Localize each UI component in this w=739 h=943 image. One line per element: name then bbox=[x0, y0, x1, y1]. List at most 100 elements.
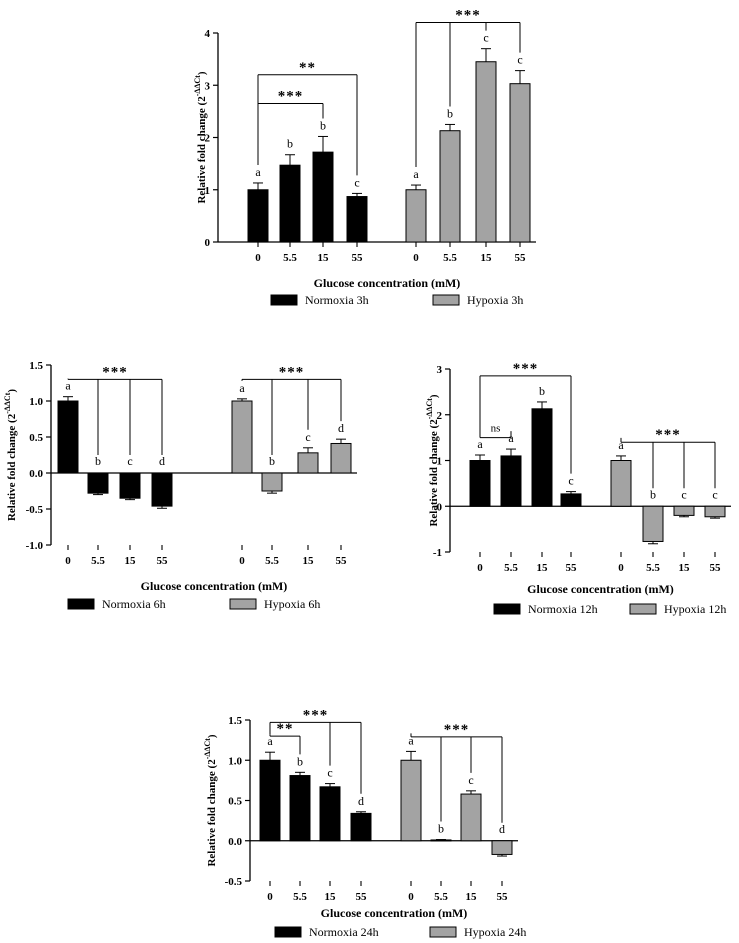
bar-normoxia-6h-55 bbox=[151, 472, 173, 507]
legend-label: Normoxia 24h bbox=[309, 925, 379, 939]
significance-stars: *** bbox=[444, 722, 470, 738]
significance-stars: ** bbox=[277, 721, 294, 737]
x-tick-label: 15 bbox=[125, 555, 137, 567]
y-tick-label: 1 bbox=[437, 456, 443, 468]
bar-normoxia-3h-55 bbox=[346, 196, 368, 243]
bar-normoxia-6h-5.5 bbox=[87, 472, 109, 494]
x-tick-label: 55 bbox=[352, 252, 364, 264]
chart-3h: 01234a0b5.5b15c55a0b5.5c15c55********Glu… bbox=[193, 8, 536, 307]
significance-letter: a bbox=[408, 733, 414, 747]
x-axis-title: Glucose concentration (mM) bbox=[141, 579, 288, 593]
significance-letter: a bbox=[239, 381, 245, 395]
significance-letter: c bbox=[568, 474, 573, 488]
bar-hypoxia-24h-5.5 bbox=[430, 839, 452, 842]
y-tick-label: 1.5 bbox=[29, 360, 43, 372]
bar-normoxia-12h-15 bbox=[531, 408, 553, 507]
legend-label: Hypoxia 3h bbox=[467, 293, 523, 307]
x-tick-label: 0 bbox=[267, 891, 273, 903]
significance-letter: a bbox=[618, 438, 624, 452]
y-tick-label: 4 bbox=[205, 28, 211, 40]
significance-letter: d bbox=[159, 454, 165, 468]
x-tick-label: 15 bbox=[481, 252, 493, 264]
significance-letter: c bbox=[681, 487, 686, 501]
bar-hypoxia-12h-15 bbox=[673, 505, 695, 516]
significance-stars: ns bbox=[491, 423, 501, 435]
x-tick-label: 0 bbox=[477, 562, 483, 574]
significance-letter: b bbox=[447, 106, 453, 120]
x-tick-label: 5.5 bbox=[283, 252, 297, 264]
significance-letter: c bbox=[468, 773, 473, 787]
bar-hypoxia-3h-55 bbox=[509, 83, 531, 243]
bar-normoxia-24h-5.5 bbox=[289, 775, 311, 842]
bar-hypoxia-6h-5.5 bbox=[261, 472, 283, 492]
significance-letter: c bbox=[305, 430, 310, 444]
y-tick-label: 0.5 bbox=[228, 796, 242, 808]
legend-label: Normoxia 3h bbox=[305, 293, 369, 307]
bar-hypoxia-6h-55 bbox=[330, 442, 352, 474]
bar-hypoxia-24h-15 bbox=[460, 793, 482, 842]
significance-stars: ** bbox=[299, 60, 316, 76]
significance-letter: a bbox=[508, 431, 514, 445]
y-tick-label: 0.5 bbox=[29, 432, 43, 444]
y-axis-title: Relative fold change (2-ΔΔCt) bbox=[425, 394, 440, 526]
significance-stars: *** bbox=[303, 707, 329, 723]
significance-letter: b bbox=[438, 822, 444, 836]
x-tick-label: 15 bbox=[318, 252, 330, 264]
x-tick-label: 0 bbox=[65, 555, 71, 567]
legend-swatch bbox=[493, 603, 521, 615]
x-tick-label: 15 bbox=[537, 562, 549, 574]
y-tick-label: 0 bbox=[437, 501, 443, 513]
y-tick-label: 1.0 bbox=[228, 755, 242, 767]
x-tick-label: 5.5 bbox=[293, 891, 307, 903]
x-tick-label: 0 bbox=[618, 562, 624, 574]
bar-normoxia-12h-5.5 bbox=[500, 455, 522, 507]
x-tick-label: 15 bbox=[679, 562, 691, 574]
y-tick-label: 2 bbox=[437, 410, 443, 422]
legend-swatch bbox=[432, 294, 460, 306]
significance-letter: c bbox=[712, 487, 717, 501]
bar-normoxia-3h-0 bbox=[247, 189, 269, 243]
x-tick-label: 55 bbox=[566, 562, 578, 574]
legend-swatch bbox=[229, 598, 257, 610]
y-tick-label: 2 bbox=[205, 133, 211, 145]
bar-normoxia-24h-0 bbox=[259, 759, 281, 842]
bar-hypoxia-6h-0 bbox=[231, 400, 253, 474]
bar-hypoxia-6h-15 bbox=[297, 452, 319, 474]
significance-stars: *** bbox=[655, 427, 681, 443]
significance-letter: a bbox=[477, 437, 483, 451]
significance-letter: c bbox=[517, 53, 522, 67]
y-tick-label: 0.0 bbox=[29, 468, 43, 480]
legend-label: Hypoxia 24h bbox=[464, 925, 526, 939]
bar-hypoxia-3h-15 bbox=[475, 61, 497, 243]
x-tick-label: 5.5 bbox=[443, 252, 457, 264]
bar-hypoxia-3h-0 bbox=[405, 189, 427, 243]
x-tick-label: 0 bbox=[408, 891, 414, 903]
legend-swatch bbox=[270, 294, 298, 306]
chart-6h: -1.0 -0.5 0.0 0.5 1.0 1.5 a 0 b 5.5 c 15 d 55 a 0 b 5.5 c 1… bbox=[3, 360, 357, 611]
x-tick-label: 15 bbox=[303, 555, 315, 567]
chart-24h: -0.5 0.0 0.5 1.0 1.5 a 0 b 5.5 c 15 d 55 a 0 b 5.5 c 15 d 55… bbox=[203, 707, 526, 939]
y-tick-label: -0.5 bbox=[225, 876, 243, 888]
significance-letter: b bbox=[650, 487, 656, 501]
legend-label: Normoxia 6h bbox=[102, 597, 166, 611]
significance-letter: b bbox=[95, 454, 101, 468]
y-tick-label: -0.5 bbox=[26, 504, 44, 516]
bar-normoxia-6h-0 bbox=[57, 400, 79, 474]
significance-letter: b bbox=[297, 754, 303, 768]
legend-label: Hypoxia 6h bbox=[264, 597, 320, 611]
legend-label: Normoxia 12h bbox=[528, 602, 598, 616]
x-tick-label: 5.5 bbox=[504, 562, 518, 574]
y-tick-label: 3 bbox=[205, 80, 211, 92]
bar-hypoxia-3h-5.5 bbox=[439, 130, 461, 243]
significance-letter: d bbox=[338, 421, 344, 435]
x-tick-label: 55 bbox=[710, 562, 722, 574]
x-axis-title: Glucose concentration (mM) bbox=[314, 276, 461, 290]
legend-swatch bbox=[429, 926, 457, 938]
y-axis-title: Relative fold change (2-ΔΔCt) bbox=[193, 71, 208, 203]
x-tick-label: 55 bbox=[497, 891, 509, 903]
y-tick-label: -1.0 bbox=[26, 540, 44, 552]
chart-12h: -1 0 1 2 3 a 0 a 5.5 b 15 c 55 a 0 b 5.5 c 15 c 55 ns *** *** Gl… bbox=[425, 361, 731, 616]
x-tick-label: 5.5 bbox=[91, 555, 105, 567]
significance-letter: b bbox=[320, 118, 326, 132]
x-tick-label: 15 bbox=[325, 891, 337, 903]
